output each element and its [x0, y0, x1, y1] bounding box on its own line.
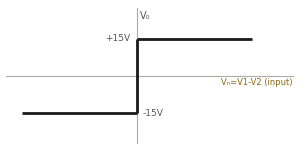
Text: -15V: -15V	[142, 109, 163, 118]
Text: +15V: +15V	[106, 34, 130, 43]
Text: Vₙ=V1-V2 (input): Vₙ=V1-V2 (input)	[221, 78, 293, 88]
Text: V₀: V₀	[140, 11, 150, 21]
